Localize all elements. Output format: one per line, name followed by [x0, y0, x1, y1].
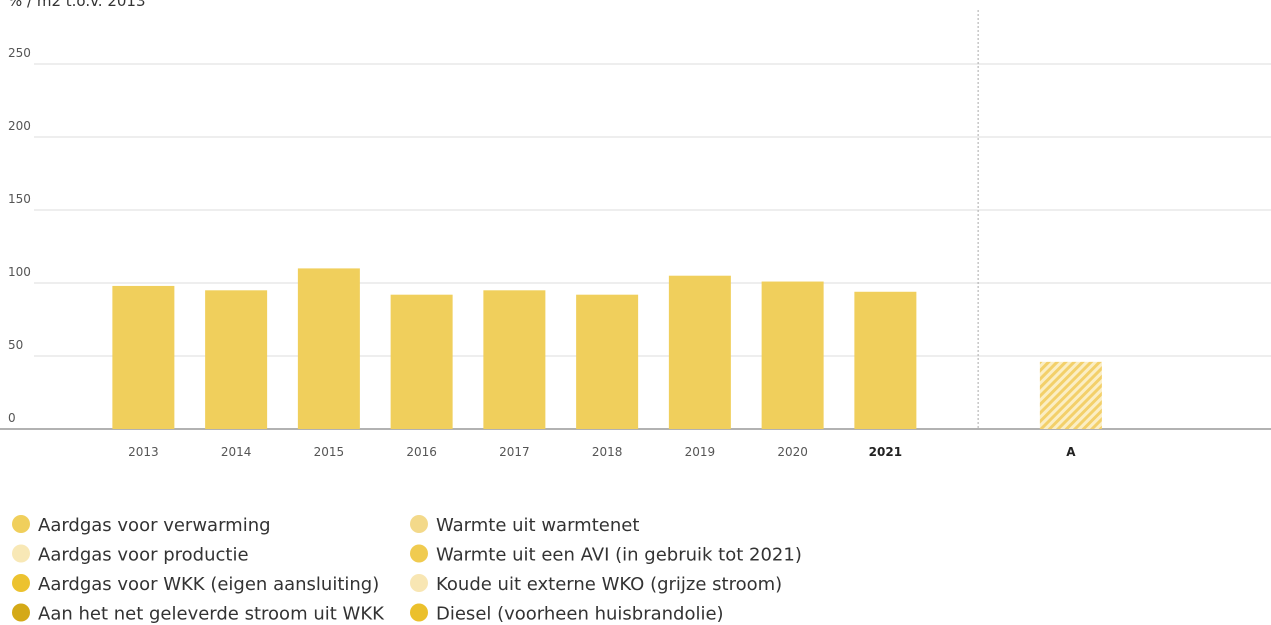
y-axis-label: % / m2 t.o.v. 2013: [8, 0, 146, 10]
legend-swatch: [12, 544, 30, 563]
y-tick-label: 250: [8, 46, 31, 60]
x-tick-label: 2017: [499, 445, 530, 459]
y-tick-label: 150: [8, 192, 31, 206]
bar: [390, 294, 453, 429]
y-tick-label: 100: [8, 265, 31, 279]
legend-label: Aardgas voor productie: [38, 545, 249, 566]
bar: [205, 290, 268, 429]
legend-label: Aardgas voor WKK (eigen aansluiting): [38, 574, 379, 595]
bar: [112, 285, 175, 429]
x-tick-label: 2014: [221, 445, 252, 459]
legend-swatch: [12, 574, 30, 592]
legend-label: Diesel (voorheen huisbrandolie): [436, 604, 724, 625]
y-tick-label: 200: [8, 119, 31, 133]
bar: [668, 275, 731, 429]
bar: [854, 291, 917, 429]
legend-swatch: [410, 544, 428, 563]
x-tick-label: 2020: [777, 445, 808, 459]
bar: [576, 294, 639, 429]
bar: [297, 268, 360, 429]
x-tick-label: 2018: [592, 445, 623, 459]
bar: [1039, 361, 1102, 429]
legend-label: Aardgas voor verwarming: [38, 515, 271, 536]
legend-swatch: [12, 515, 30, 533]
legend-swatch: [410, 515, 428, 533]
x-tick-label: 2016: [406, 445, 437, 459]
bar: [761, 281, 824, 429]
legend-label: Warmte uit een AVI (in gebruik tot 2021): [436, 545, 802, 566]
legend-label: Warmte uit warmtenet: [436, 515, 639, 536]
x-tick-label: 2013: [128, 445, 159, 459]
x-tick-label: A: [1066, 445, 1076, 459]
legend-label: Koude uit externe WKO (grijze stroom): [436, 574, 782, 595]
x-tick-label: 2019: [685, 445, 716, 459]
legend-label: Aan het net geleverde stroom uit WKK: [38, 604, 385, 625]
x-tick-label: 2015: [314, 445, 345, 459]
y-tick-label: 0: [8, 411, 16, 425]
x-tick-label: 2021: [869, 445, 902, 459]
bar: [483, 290, 546, 429]
y-tick-label: 50: [8, 338, 23, 352]
legend-swatch: [410, 574, 428, 592]
legend-swatch: [12, 603, 30, 622]
legend-swatch: [410, 603, 428, 622]
